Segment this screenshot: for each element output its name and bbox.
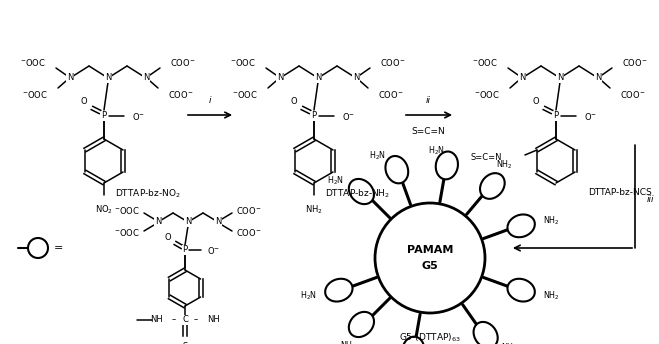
Ellipse shape bbox=[436, 151, 458, 179]
Text: –: – bbox=[172, 315, 176, 324]
Text: NH: NH bbox=[207, 315, 219, 324]
Text: O: O bbox=[532, 97, 539, 107]
Ellipse shape bbox=[325, 279, 353, 302]
Circle shape bbox=[28, 238, 48, 258]
Ellipse shape bbox=[349, 179, 374, 204]
Text: COO$^{-}$: COO$^{-}$ bbox=[622, 56, 647, 67]
Text: $^{-}$OOC: $^{-}$OOC bbox=[114, 205, 140, 216]
Text: NH$_2$: NH$_2$ bbox=[341, 339, 357, 344]
Text: DTTAP-bz-NO$_2$: DTTAP-bz-NO$_2$ bbox=[115, 188, 181, 201]
Text: COO$^{-}$: COO$^{-}$ bbox=[378, 88, 403, 99]
Text: O$^{-}$: O$^{-}$ bbox=[342, 110, 355, 121]
Text: NH$_2$: NH$_2$ bbox=[543, 289, 559, 302]
Text: N: N bbox=[353, 74, 359, 83]
Text: N: N bbox=[143, 74, 149, 83]
Ellipse shape bbox=[507, 279, 535, 302]
Text: H$_2$N: H$_2$N bbox=[428, 144, 445, 157]
Text: O: O bbox=[80, 97, 87, 107]
Text: N: N bbox=[595, 74, 601, 83]
Text: O$^{-}$: O$^{-}$ bbox=[584, 110, 597, 121]
Text: $^{-}$OOC: $^{-}$OOC bbox=[22, 88, 48, 99]
Ellipse shape bbox=[480, 173, 505, 199]
Text: N: N bbox=[557, 74, 563, 83]
Text: NH: NH bbox=[150, 315, 163, 324]
Text: $^{-}$OOC: $^{-}$OOC bbox=[474, 88, 500, 99]
Text: COO$^{-}$: COO$^{-}$ bbox=[236, 227, 262, 238]
Text: COO$^{-}$: COO$^{-}$ bbox=[620, 88, 645, 99]
Text: H$_2$N: H$_2$N bbox=[327, 175, 344, 187]
Text: N: N bbox=[277, 74, 283, 83]
Text: P: P bbox=[554, 111, 559, 120]
Text: N: N bbox=[315, 74, 321, 83]
Text: COO$^{-}$: COO$^{-}$ bbox=[170, 56, 196, 67]
Text: P: P bbox=[183, 246, 188, 255]
Text: i: i bbox=[209, 96, 212, 105]
Text: O$^{-}$: O$^{-}$ bbox=[207, 245, 220, 256]
Text: C: C bbox=[182, 315, 188, 324]
Text: –: – bbox=[194, 315, 198, 324]
Text: NH$_2$: NH$_2$ bbox=[543, 214, 559, 227]
Text: $^{-}$OOC: $^{-}$OOC bbox=[20, 56, 46, 67]
Text: N: N bbox=[105, 74, 111, 83]
Text: PAMAM: PAMAM bbox=[407, 245, 453, 255]
Circle shape bbox=[375, 203, 485, 313]
Text: G5: G5 bbox=[422, 261, 438, 271]
Ellipse shape bbox=[507, 214, 535, 237]
Text: $^{-}$OOC: $^{-}$OOC bbox=[114, 227, 140, 238]
Text: ii: ii bbox=[426, 96, 430, 105]
Text: COO$^{-}$: COO$^{-}$ bbox=[168, 88, 193, 99]
Text: O$^{-}$: O$^{-}$ bbox=[132, 110, 145, 121]
Text: NH$_2$: NH$_2$ bbox=[501, 341, 517, 344]
Text: P: P bbox=[312, 111, 316, 120]
Ellipse shape bbox=[349, 312, 374, 337]
Text: DTTAP-bz-NCS: DTTAP-bz-NCS bbox=[588, 188, 652, 197]
Text: S=C=N: S=C=N bbox=[471, 153, 502, 162]
Text: COO$^{-}$: COO$^{-}$ bbox=[380, 56, 405, 67]
Text: O: O bbox=[291, 97, 297, 107]
Text: $^{-}$OOC: $^{-}$OOC bbox=[230, 56, 256, 67]
Text: G5-(DTTAP)$_{63}$: G5-(DTTAP)$_{63}$ bbox=[399, 332, 461, 344]
Text: N: N bbox=[215, 217, 221, 226]
Text: O: O bbox=[165, 234, 171, 243]
Text: NH$_2$: NH$_2$ bbox=[305, 203, 323, 215]
Text: S=C=N: S=C=N bbox=[411, 127, 445, 136]
Ellipse shape bbox=[402, 337, 424, 344]
Text: S: S bbox=[183, 342, 188, 344]
Text: H$_2$N: H$_2$N bbox=[300, 289, 317, 302]
Text: DTTAP-bz-NH$_2$: DTTAP-bz-NH$_2$ bbox=[326, 188, 391, 201]
Text: N: N bbox=[519, 74, 525, 83]
Text: P: P bbox=[101, 111, 107, 120]
Text: H$_2$N: H$_2$N bbox=[369, 149, 386, 162]
Text: $^{-}$OOC: $^{-}$OOC bbox=[232, 88, 258, 99]
Ellipse shape bbox=[386, 156, 408, 183]
Text: NO$_2$: NO$_2$ bbox=[95, 203, 113, 215]
Text: NH$_2$: NH$_2$ bbox=[496, 158, 512, 171]
Text: N: N bbox=[155, 217, 161, 226]
Text: COO$^{-}$: COO$^{-}$ bbox=[236, 205, 262, 216]
Text: iii: iii bbox=[647, 195, 654, 204]
Text: N: N bbox=[185, 217, 191, 226]
Text: N: N bbox=[67, 74, 73, 83]
Text: =: = bbox=[54, 243, 63, 253]
Text: $^{-}$OOC: $^{-}$OOC bbox=[472, 56, 498, 67]
Ellipse shape bbox=[474, 322, 498, 344]
